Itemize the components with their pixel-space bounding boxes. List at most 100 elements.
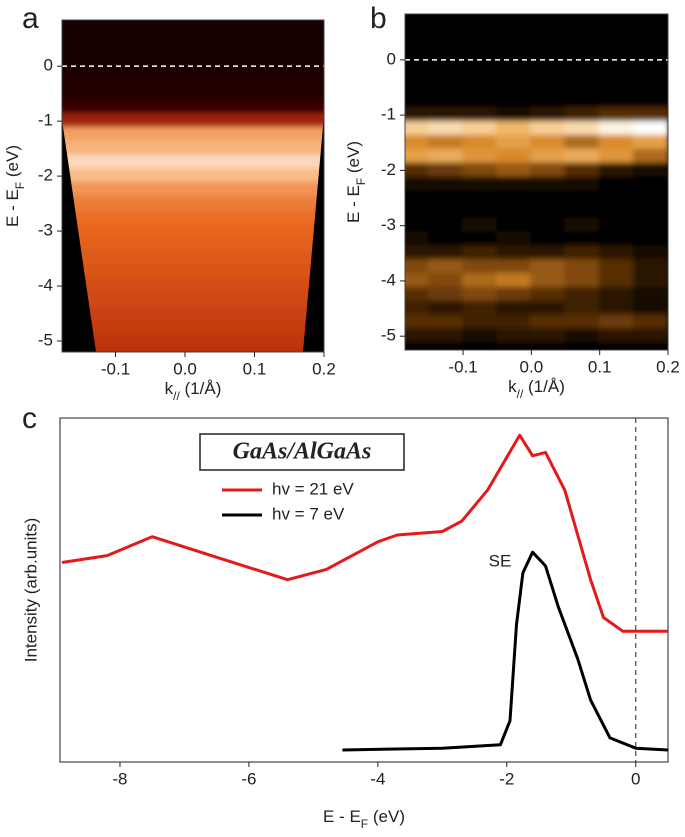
heatmap-cell [496,38,533,54]
heatmap-cell [496,245,533,262]
heatmap-row [62,264,324,281]
no-data-wedge [62,120,96,352]
heatmap-cell [632,134,668,151]
heatmap-cell [598,217,635,234]
heatmap-cell [598,300,635,317]
heatmap-cell [427,259,465,276]
heatmap-cell [405,314,430,331]
heatmap-cell [405,65,430,82]
heatmap-cell [598,65,635,82]
heatmap-cell [427,314,465,331]
title-box [199,433,405,471]
heatmap-cell [496,176,533,193]
heatmap [405,14,668,350]
heatmap-cell [564,38,601,54]
heatmap-cell [427,231,465,248]
heatmap-cell [496,134,533,151]
x-tick-label: 0.1 [588,357,612,376]
heatmap-cell [496,286,533,303]
heatmap-cell [564,328,601,345]
heatmap-cell [405,286,430,303]
heatmap-cell [427,79,465,96]
heatmap-row [62,250,324,267]
heatmap-cell [564,93,601,110]
heatmap-cell [564,51,601,68]
heatmap-cell [427,286,465,303]
heatmap-cell [405,203,430,220]
legend-label: hv = 7 eV [272,504,345,523]
heatmap-cell [564,245,601,262]
x-tick-label: 0.0 [173,359,197,378]
heatmap-row [62,168,324,184]
heatmap-cell [564,176,601,193]
heatmap-cell [632,121,668,137]
heatmap-cell [632,190,668,206]
heatmap-cell [530,14,567,27]
heatmap-cell [530,190,567,206]
heatmap-cell [496,65,533,82]
y-tick-label: -2 [38,166,53,185]
heatmap-row [62,44,324,61]
heatmap-cell [632,203,668,220]
y-tick-label: -1 [381,105,396,124]
heatmap-cell [462,286,499,303]
heatmap-cell [462,190,499,206]
heatmap-cell [530,217,567,234]
heatmap-cell [632,342,668,350]
heatmap-cell [564,148,601,165]
heatmap-cell [462,162,499,179]
legend-label: hv = 21 eV [272,479,354,498]
heatmap-cell [496,79,533,96]
x-tick-label: 0.2 [656,357,680,376]
heatmap-cell [405,328,430,345]
heatmap-cell [530,273,567,289]
heatmap-cell [564,217,601,234]
heatmap-cell [530,286,567,303]
heatmap-cell [462,93,499,110]
heatmap-cell [530,162,567,179]
heatmap-cells [405,14,668,350]
heatmap-cell [530,24,567,41]
heatmap-cell [405,14,430,27]
heatmap-cell [632,93,668,110]
heatmap-cell [598,328,635,345]
label-part: E - E [323,807,361,826]
y-tick-label: -4 [381,270,396,289]
heatmap-cell [462,342,499,350]
heatmap-cell [530,342,567,350]
heatmap-cell [564,286,601,303]
heatmap-cell [427,203,465,220]
heatmap-cell [462,203,499,220]
y-tick-label: -2 [381,160,396,179]
heatmap-cell [632,162,668,179]
heatmap-cell [530,107,567,124]
heatmap-cell [632,148,668,165]
heatmap-cell [427,14,465,27]
label-subscript: F [13,182,27,189]
heatmap-cell [405,148,430,165]
x-tick-label: 0.2 [312,359,336,378]
label-subscript: F [354,178,368,185]
heatmap-cell [598,14,635,27]
heatmap-cell [632,107,668,124]
heatmap-cell [530,231,567,248]
heatmap-cell [405,24,430,41]
heatmap-cell [530,176,567,193]
heatmap-cell [427,134,465,151]
heatmap-cell [530,203,567,220]
heatmap-row [62,72,324,88]
label-subscript: // [173,389,180,403]
heatmap-row [62,20,324,33]
heatmap-cell [564,190,601,206]
heatmap-cell [564,300,601,317]
heatmap-cell [405,121,430,137]
x-tick-label: -0.1 [101,359,130,378]
heatmap-cell [405,245,430,262]
heatmap-cell [427,162,465,179]
heatmap-cell [427,342,465,350]
heatmap-cell [598,38,635,54]
heatmap-cell [462,121,499,137]
heatmap-cell [405,300,430,317]
heatmap-row [62,209,324,226]
